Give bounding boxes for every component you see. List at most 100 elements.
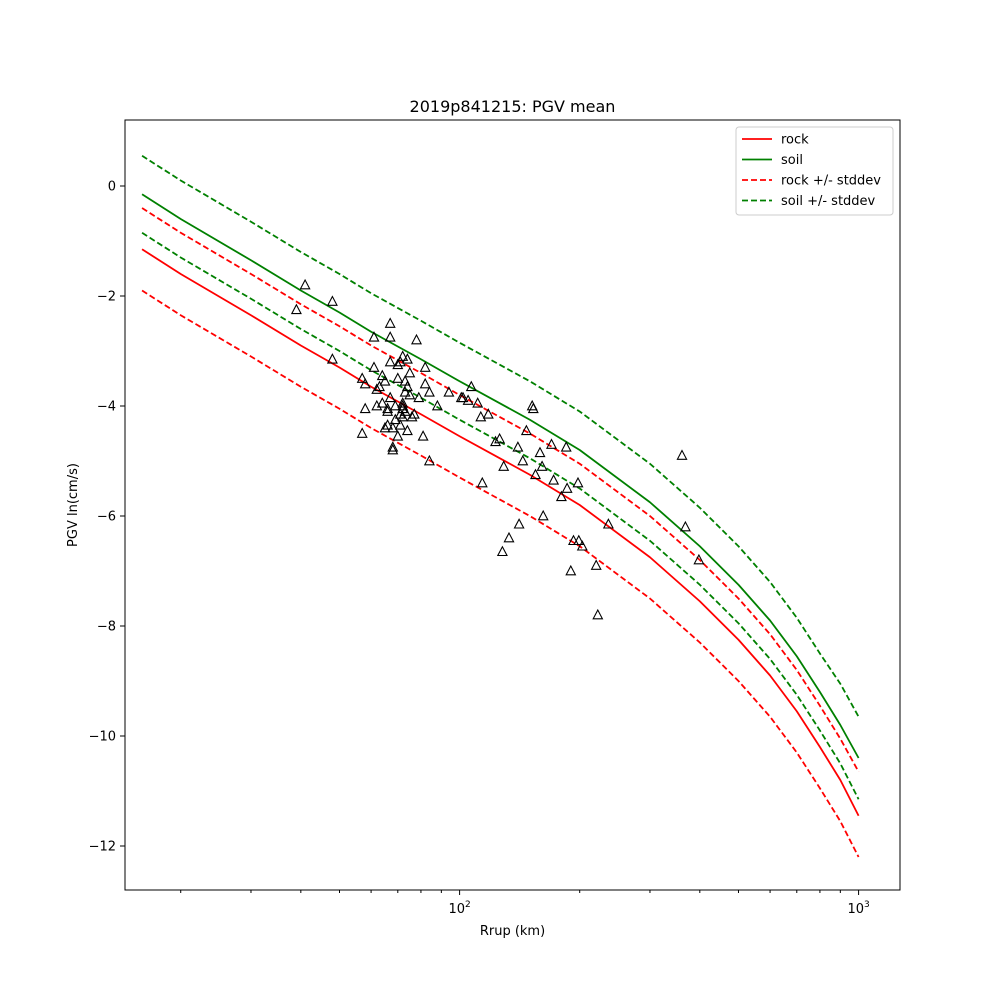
observation-point <box>392 430 404 441</box>
x-tick-label: 102 <box>448 900 470 917</box>
observation-point <box>406 410 418 422</box>
observation-point <box>382 405 394 416</box>
observation-point <box>401 424 413 436</box>
observation-point <box>475 410 487 422</box>
y-tick-label: −6 <box>97 510 116 525</box>
observation-point <box>567 534 580 546</box>
observation-point <box>482 408 494 419</box>
observation-point <box>413 391 425 403</box>
observation-point <box>376 397 388 408</box>
observation-point <box>561 482 573 493</box>
observation-point <box>465 380 477 392</box>
observation-point <box>379 421 391 433</box>
series-line-0 <box>141 248 860 817</box>
observation-point <box>290 303 302 315</box>
observation-point <box>679 520 691 532</box>
observation-point <box>423 386 435 397</box>
observation-point <box>417 430 429 441</box>
y-tick-label: −12 <box>89 840 116 855</box>
observation-point <box>462 394 474 405</box>
observation-point <box>387 443 399 455</box>
x-tick-label: 103 <box>847 900 869 917</box>
x-axis-ticks: 102 103 <box>180 890 870 917</box>
observation-point <box>389 399 401 411</box>
observation-point <box>401 380 413 392</box>
chart-title: 2019p841215: PGV mean <box>410 97 616 116</box>
observation-point <box>693 553 705 565</box>
observation-point <box>394 419 406 430</box>
observation-point <box>384 317 396 328</box>
observation-point <box>376 369 388 381</box>
observation-markers <box>290 278 705 620</box>
observation-point <box>489 435 502 447</box>
observation-point <box>494 432 506 444</box>
observation-point <box>555 490 567 502</box>
observation-point <box>389 413 401 425</box>
legend-label: soil <box>781 153 803 168</box>
observation-point <box>397 397 409 408</box>
observation-point <box>373 380 386 392</box>
observation-point <box>410 333 423 345</box>
series-line-1 <box>141 193 860 759</box>
y-axis-ticks: 0 −2 −4 −6 −8 −10 −12 <box>89 180 125 855</box>
observation-point <box>404 366 416 378</box>
observation-point <box>536 460 548 471</box>
observation-point <box>572 476 584 488</box>
observation-point <box>382 402 394 414</box>
observation-point <box>394 408 406 419</box>
observation-point <box>498 460 510 471</box>
observation-point <box>419 361 431 372</box>
observation-point <box>431 399 443 411</box>
observation-point <box>397 399 409 411</box>
observation-point <box>408 408 420 419</box>
observation-point <box>392 372 404 383</box>
observation-point <box>387 441 399 452</box>
observation-point <box>512 441 524 452</box>
observation-point <box>548 474 560 485</box>
observation-point <box>368 331 380 342</box>
y-tick-label: −2 <box>97 290 116 305</box>
observation-point <box>387 421 399 433</box>
observation-point <box>419 377 431 389</box>
observation-point <box>356 372 368 383</box>
observation-point <box>592 608 604 620</box>
y-tick-label: −4 <box>97 400 116 415</box>
observation-point <box>379 375 391 386</box>
observation-point <box>394 355 406 367</box>
observation-point <box>382 419 394 430</box>
observation-point <box>371 383 383 394</box>
series-layer <box>141 154 860 858</box>
observation-point <box>384 331 396 342</box>
observation-point <box>573 534 585 546</box>
observation-point <box>368 361 380 372</box>
observation-point <box>602 518 614 529</box>
observation-point <box>359 377 371 389</box>
observation-point <box>513 518 525 529</box>
observation-point <box>397 350 409 361</box>
legend: rock soil rock +/- stddev soil +/- stddev <box>735 126 894 216</box>
observation-point <box>534 446 546 458</box>
x-axis-label: Rrup (km) <box>480 924 545 939</box>
observation-point <box>537 509 549 521</box>
legend-box <box>735 126 894 216</box>
observation-point <box>397 410 409 422</box>
observation-point <box>676 449 688 460</box>
observation-point <box>517 454 529 466</box>
observation-point <box>520 424 532 436</box>
series-line-3 <box>141 289 860 858</box>
observation-point <box>359 402 371 414</box>
y-tick-label: 0 <box>108 180 116 195</box>
series-line-4 <box>141 154 860 718</box>
observation-point <box>527 402 539 414</box>
observation-point <box>384 355 396 367</box>
observation-point <box>299 278 311 290</box>
legend-label: rock +/- stddev <box>781 174 881 189</box>
series-line-2 <box>141 207 860 773</box>
observation-point <box>423 454 435 466</box>
observation-point <box>399 405 411 416</box>
y-axis-label: PGV ln(cm/s) <box>66 463 81 547</box>
observation-point <box>443 386 455 397</box>
y-tick-label: −8 <box>97 620 116 635</box>
observation-point <box>565 564 577 576</box>
